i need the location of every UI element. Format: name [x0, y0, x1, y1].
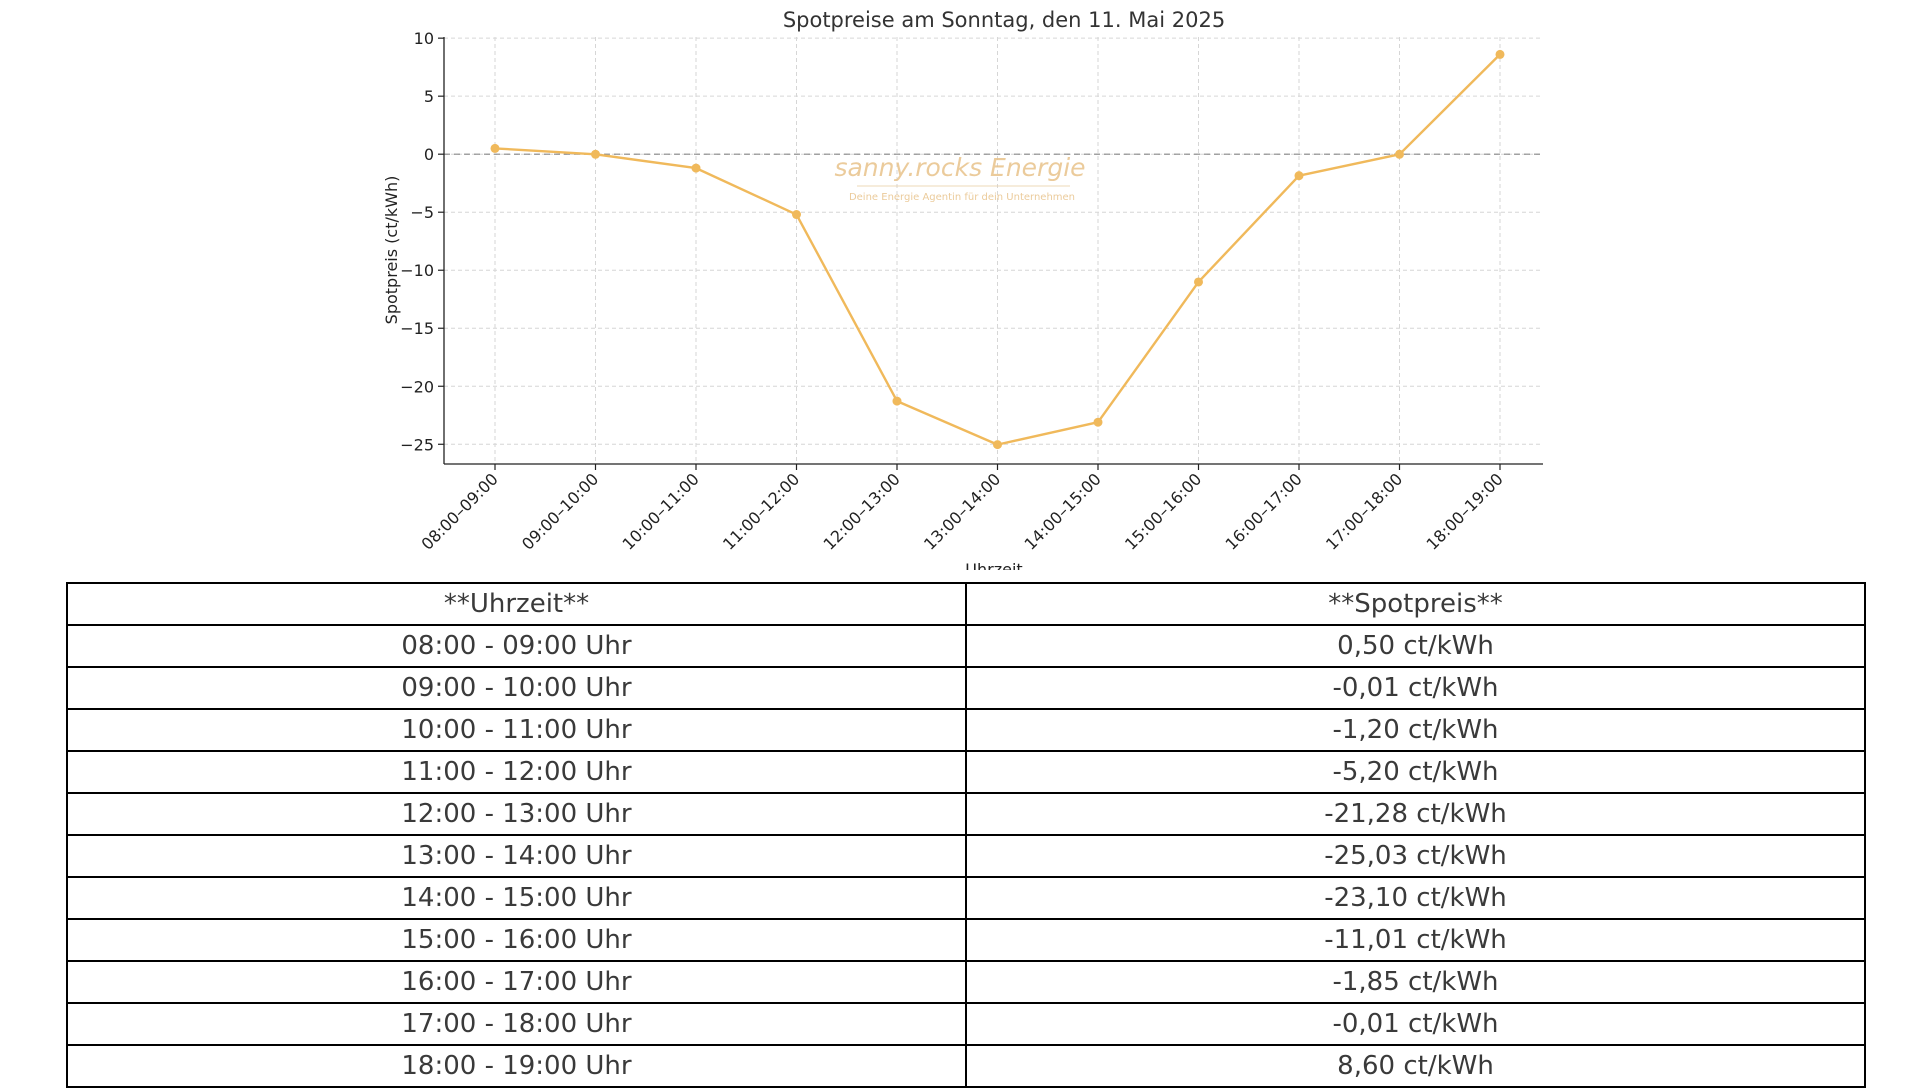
axes — [443, 37, 1543, 465]
spot-price-table: **Uhrzeit** **Spotpreis** 08:00 - 09:00 … — [66, 582, 1866, 1088]
data-point — [490, 143, 500, 153]
table-row: 08:00 - 09:00 Uhr 0,50 ct/kWh — [66, 624, 1866, 668]
column-header-price: **Spotpreis** — [965, 582, 1866, 626]
y-tick-label: −25 — [400, 435, 434, 454]
y-tick-label: 10 — [414, 29, 434, 48]
x-tick-label: 17:00–18:00 — [1322, 469, 1406, 553]
data-point — [1294, 171, 1304, 181]
x-tick-label: 13:00–14:00 — [920, 469, 1004, 553]
y-ticks: 10 5 0 −5 −10 −15 −20 −25 — [400, 29, 444, 454]
x-tick-label: 14:00–15:00 — [1021, 469, 1105, 553]
time-cell: 18:00 - 19:00 Uhr — [66, 1044, 967, 1088]
data-point — [993, 440, 1002, 450]
x-tick-label: 11:00–12:00 — [719, 469, 803, 553]
data-point — [1395, 149, 1404, 159]
table-header-row: **Uhrzeit** **Spotpreis** — [66, 582, 1866, 626]
x-tick-label: 08:00–09:00 — [418, 469, 502, 553]
x-tick-label: 10:00–11:00 — [619, 469, 703, 553]
time-cell: 12:00 - 13:00 Uhr — [66, 792, 967, 836]
x-tick-label: 15:00–16:00 — [1121, 469, 1205, 553]
x-tick-label: 12:00–13:00 — [820, 469, 904, 553]
price-cell: -25,03 ct/kWh — [965, 834, 1866, 878]
table-row: 12:00 - 13:00 Uhr -21,28 ct/kWh — [66, 792, 1866, 836]
grid-lines — [444, 37, 1543, 464]
y-axis-label: Spotpreis (ct/kWh) — [382, 176, 401, 325]
data-point — [1093, 417, 1103, 427]
x-tick-label: 18:00–19:00 — [1423, 469, 1507, 553]
time-cell: 09:00 - 10:00 Uhr — [66, 666, 967, 710]
watermark: sanny.rocks Energie Deine Energie Agenti… — [834, 153, 1085, 203]
time-cell: 11:00 - 12:00 Uhr — [66, 750, 967, 794]
y-tick-label: −20 — [400, 377, 434, 396]
x-tick-label: 16:00–17:00 — [1222, 469, 1306, 553]
time-cell: 14:00 - 15:00 Uhr — [66, 876, 967, 920]
price-cell: -21,28 ct/kWh — [965, 792, 1866, 836]
x-axis-label: Uhrzeit — [965, 560, 1022, 570]
price-cell: -1,85 ct/kWh — [965, 960, 1866, 1004]
price-cell: -23,10 ct/kWh — [965, 876, 1866, 920]
y-tick-label: −15 — [400, 319, 434, 338]
watermark-tagline: Deine Energie Agentin für dein Unternehm… — [849, 192, 1075, 203]
price-cell: 0,50 ct/kWh — [965, 624, 1866, 668]
time-cell: 17:00 - 18:00 Uhr — [66, 1002, 967, 1046]
table-row: 16:00 - 17:00 Uhr -1,85 ct/kWh — [66, 960, 1866, 1004]
y-tick-label: −5 — [410, 203, 434, 222]
y-tick-label: 0 — [424, 145, 434, 164]
data-points — [490, 49, 1505, 450]
time-cell: 13:00 - 14:00 Uhr — [66, 834, 967, 878]
price-cell: 8,60 ct/kWh — [965, 1044, 1866, 1088]
x-tick-label: 09:00–10:00 — [518, 469, 602, 553]
table-row: 09:00 - 10:00 Uhr -0,01 ct/kWh — [66, 666, 1866, 710]
time-cell: 16:00 - 17:00 Uhr — [66, 960, 967, 1004]
table-row: 18:00 - 19:00 Uhr 8,60 ct/kWh — [66, 1044, 1866, 1088]
y-tick-label: −10 — [400, 261, 434, 280]
table-row: 11:00 - 12:00 Uhr -5,20 ct/kWh — [66, 750, 1866, 794]
y-tick-label: 5 — [424, 87, 434, 106]
price-cell: -0,01 ct/kWh — [965, 1002, 1866, 1046]
data-point — [1495, 49, 1505, 59]
table-row: 17:00 - 18:00 Uhr -0,01 ct/kWh — [66, 1002, 1866, 1046]
table-row: 15:00 - 16:00 Uhr -11,01 ct/kWh — [66, 918, 1866, 962]
data-point — [892, 396, 902, 406]
table-row: 13:00 - 14:00 Uhr -25,03 ct/kWh — [66, 834, 1866, 878]
x-ticks: 08:00–09:00 09:00–10:00 10:00–11:00 11:00–1… — [418, 464, 1507, 554]
data-point — [591, 149, 600, 159]
time-cell: 15:00 - 16:00 Uhr — [66, 918, 967, 962]
price-cell: -5,20 ct/kWh — [965, 750, 1866, 794]
time-cell: 10:00 - 11:00 Uhr — [66, 708, 967, 752]
time-cell: 08:00 - 09:00 Uhr — [66, 624, 967, 668]
chart-title: Spotpreise am Sonntag, den 11. Mai 2025 — [783, 8, 1225, 32]
price-cell: -1,20 ct/kWh — [965, 708, 1866, 752]
price-cell: -11,01 ct/kWh — [965, 918, 1866, 962]
table-row: 14:00 - 15:00 Uhr -23,10 ct/kWh — [66, 876, 1866, 920]
table-row: 10:00 - 11:00 Uhr -1,20 ct/kWh — [66, 708, 1866, 752]
watermark-brand: sanny.rocks Energie — [834, 153, 1085, 182]
spot-price-chart: Spotpreise am Sonntag, den 11. Mai 2025 … — [382, 8, 1543, 570]
price-cell: -0,01 ct/kWh — [965, 666, 1866, 710]
data-point — [792, 210, 801, 220]
data-point — [1194, 277, 1203, 287]
data-point — [691, 163, 701, 173]
column-header-time: **Uhrzeit** — [66, 582, 967, 626]
